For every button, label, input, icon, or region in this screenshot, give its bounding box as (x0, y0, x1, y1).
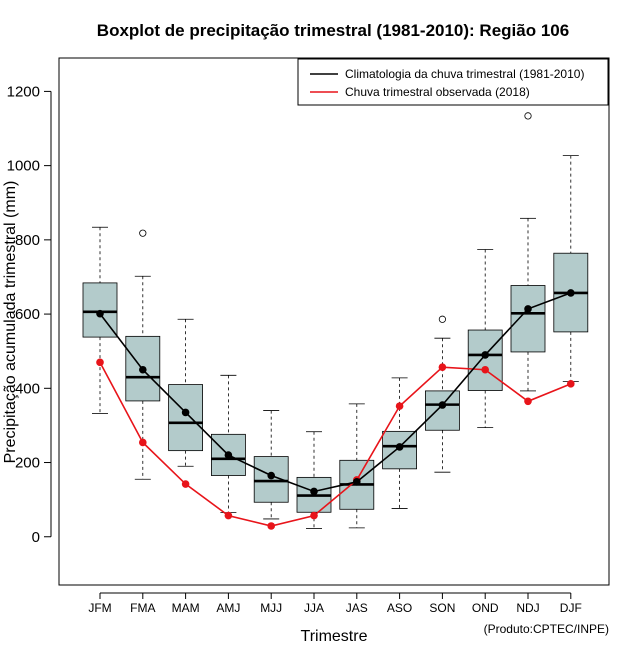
y-tick-label: 600 (15, 306, 40, 323)
x-tick-label: SON (429, 601, 455, 615)
x-tick-label: OND (472, 601, 499, 615)
series-point-observed (481, 365, 490, 374)
y-axis: 0 200 400 600 800 1000 1200 (7, 83, 52, 546)
boxes-layer (82, 112, 589, 529)
x-tick-label: AMJ (216, 601, 240, 615)
y-tick-label: 400 (15, 380, 40, 397)
outlier-point (524, 112, 532, 120)
series-point-climatology (395, 443, 404, 451)
series-observed (96, 358, 575, 530)
box-MJJ (253, 410, 289, 520)
y-tick-label: 800 (15, 232, 40, 249)
series-point-observed (139, 438, 147, 447)
box-iqr (510, 285, 546, 353)
series-point-climatology (438, 401, 447, 409)
series-point-climatology (224, 451, 233, 459)
y-tick-label: 1200 (7, 83, 40, 100)
x-tick-label: FMA (130, 601, 155, 615)
legend-label-climatology: Climatologia da chuva trimestral (1981-2… (345, 67, 584, 81)
legend-box (297, 58, 609, 106)
legend-label-observed: Chuva trimestral observada (2018) (345, 85, 530, 99)
series-point-climatology (567, 289, 575, 297)
plot-frame (58, 57, 610, 586)
series-point-observed (224, 511, 233, 520)
legend: Climatologia da chuva trimestral (1981-2… (297, 58, 609, 106)
series-point-climatology (139, 365, 147, 374)
y-axis-label: Precipitação acumulada trimestral (mm) (2, 181, 19, 464)
box-OND (467, 249, 503, 429)
x-tick-label: DJF (560, 601, 582, 615)
box-iqr (168, 384, 204, 452)
x-tick-label: MAM (172, 601, 200, 615)
series-point-observed (438, 363, 447, 371)
box-iqr (467, 329, 503, 391)
series-point-observed (96, 358, 104, 367)
series-point-observed (267, 522, 276, 530)
series-point-climatology (310, 487, 318, 496)
y-tick-label: 0 (32, 529, 40, 546)
box-NDJ (510, 112, 546, 392)
series-point-observed (567, 380, 575, 388)
outlier-point (139, 229, 147, 237)
box-SON (424, 315, 460, 473)
chart-title: Boxplot de precipitação trimestral (1981… (97, 21, 569, 40)
x-tick-label: NDJ (516, 601, 539, 615)
x-axis: JFM FMA MAM AMJ MJJ JJA JAS ASO SON OND NDJ DJF (88, 592, 582, 615)
y-tick-label: 1000 (7, 158, 40, 175)
credit-text: (Produto:CPTEC/INPE) (484, 622, 609, 636)
series-line-climatology (99, 292, 572, 493)
outlier-point (438, 315, 446, 323)
x-tick-label: MJJ (260, 601, 282, 615)
box-MAM (168, 318, 204, 467)
series-point-observed (524, 397, 532, 406)
box-iqr (424, 390, 460, 431)
x-tick-label: JJA (304, 601, 324, 615)
series-point-climatology (481, 351, 490, 359)
series-point-observed (181, 480, 190, 488)
x-axis-label: Trimestre (301, 628, 368, 645)
series-point-climatology (524, 305, 532, 313)
series-point-climatology (181, 408, 190, 417)
x-tick-label: ASO (387, 601, 412, 615)
box-JAS (339, 403, 375, 529)
series-line-observed (99, 361, 572, 527)
y-tick-label: 200 (15, 455, 40, 472)
box-DJF (553, 155, 589, 383)
series-point-climatology (96, 309, 104, 318)
series-point-observed (310, 511, 318, 520)
series-point-observed (395, 402, 404, 410)
series-point-climatology (267, 471, 276, 480)
x-tick-label: JFM (88, 601, 111, 615)
series-layer (96, 289, 575, 530)
series-climatology (96, 289, 575, 496)
x-tick-label: JAS (346, 601, 368, 615)
series-point-climatology (353, 478, 361, 486)
